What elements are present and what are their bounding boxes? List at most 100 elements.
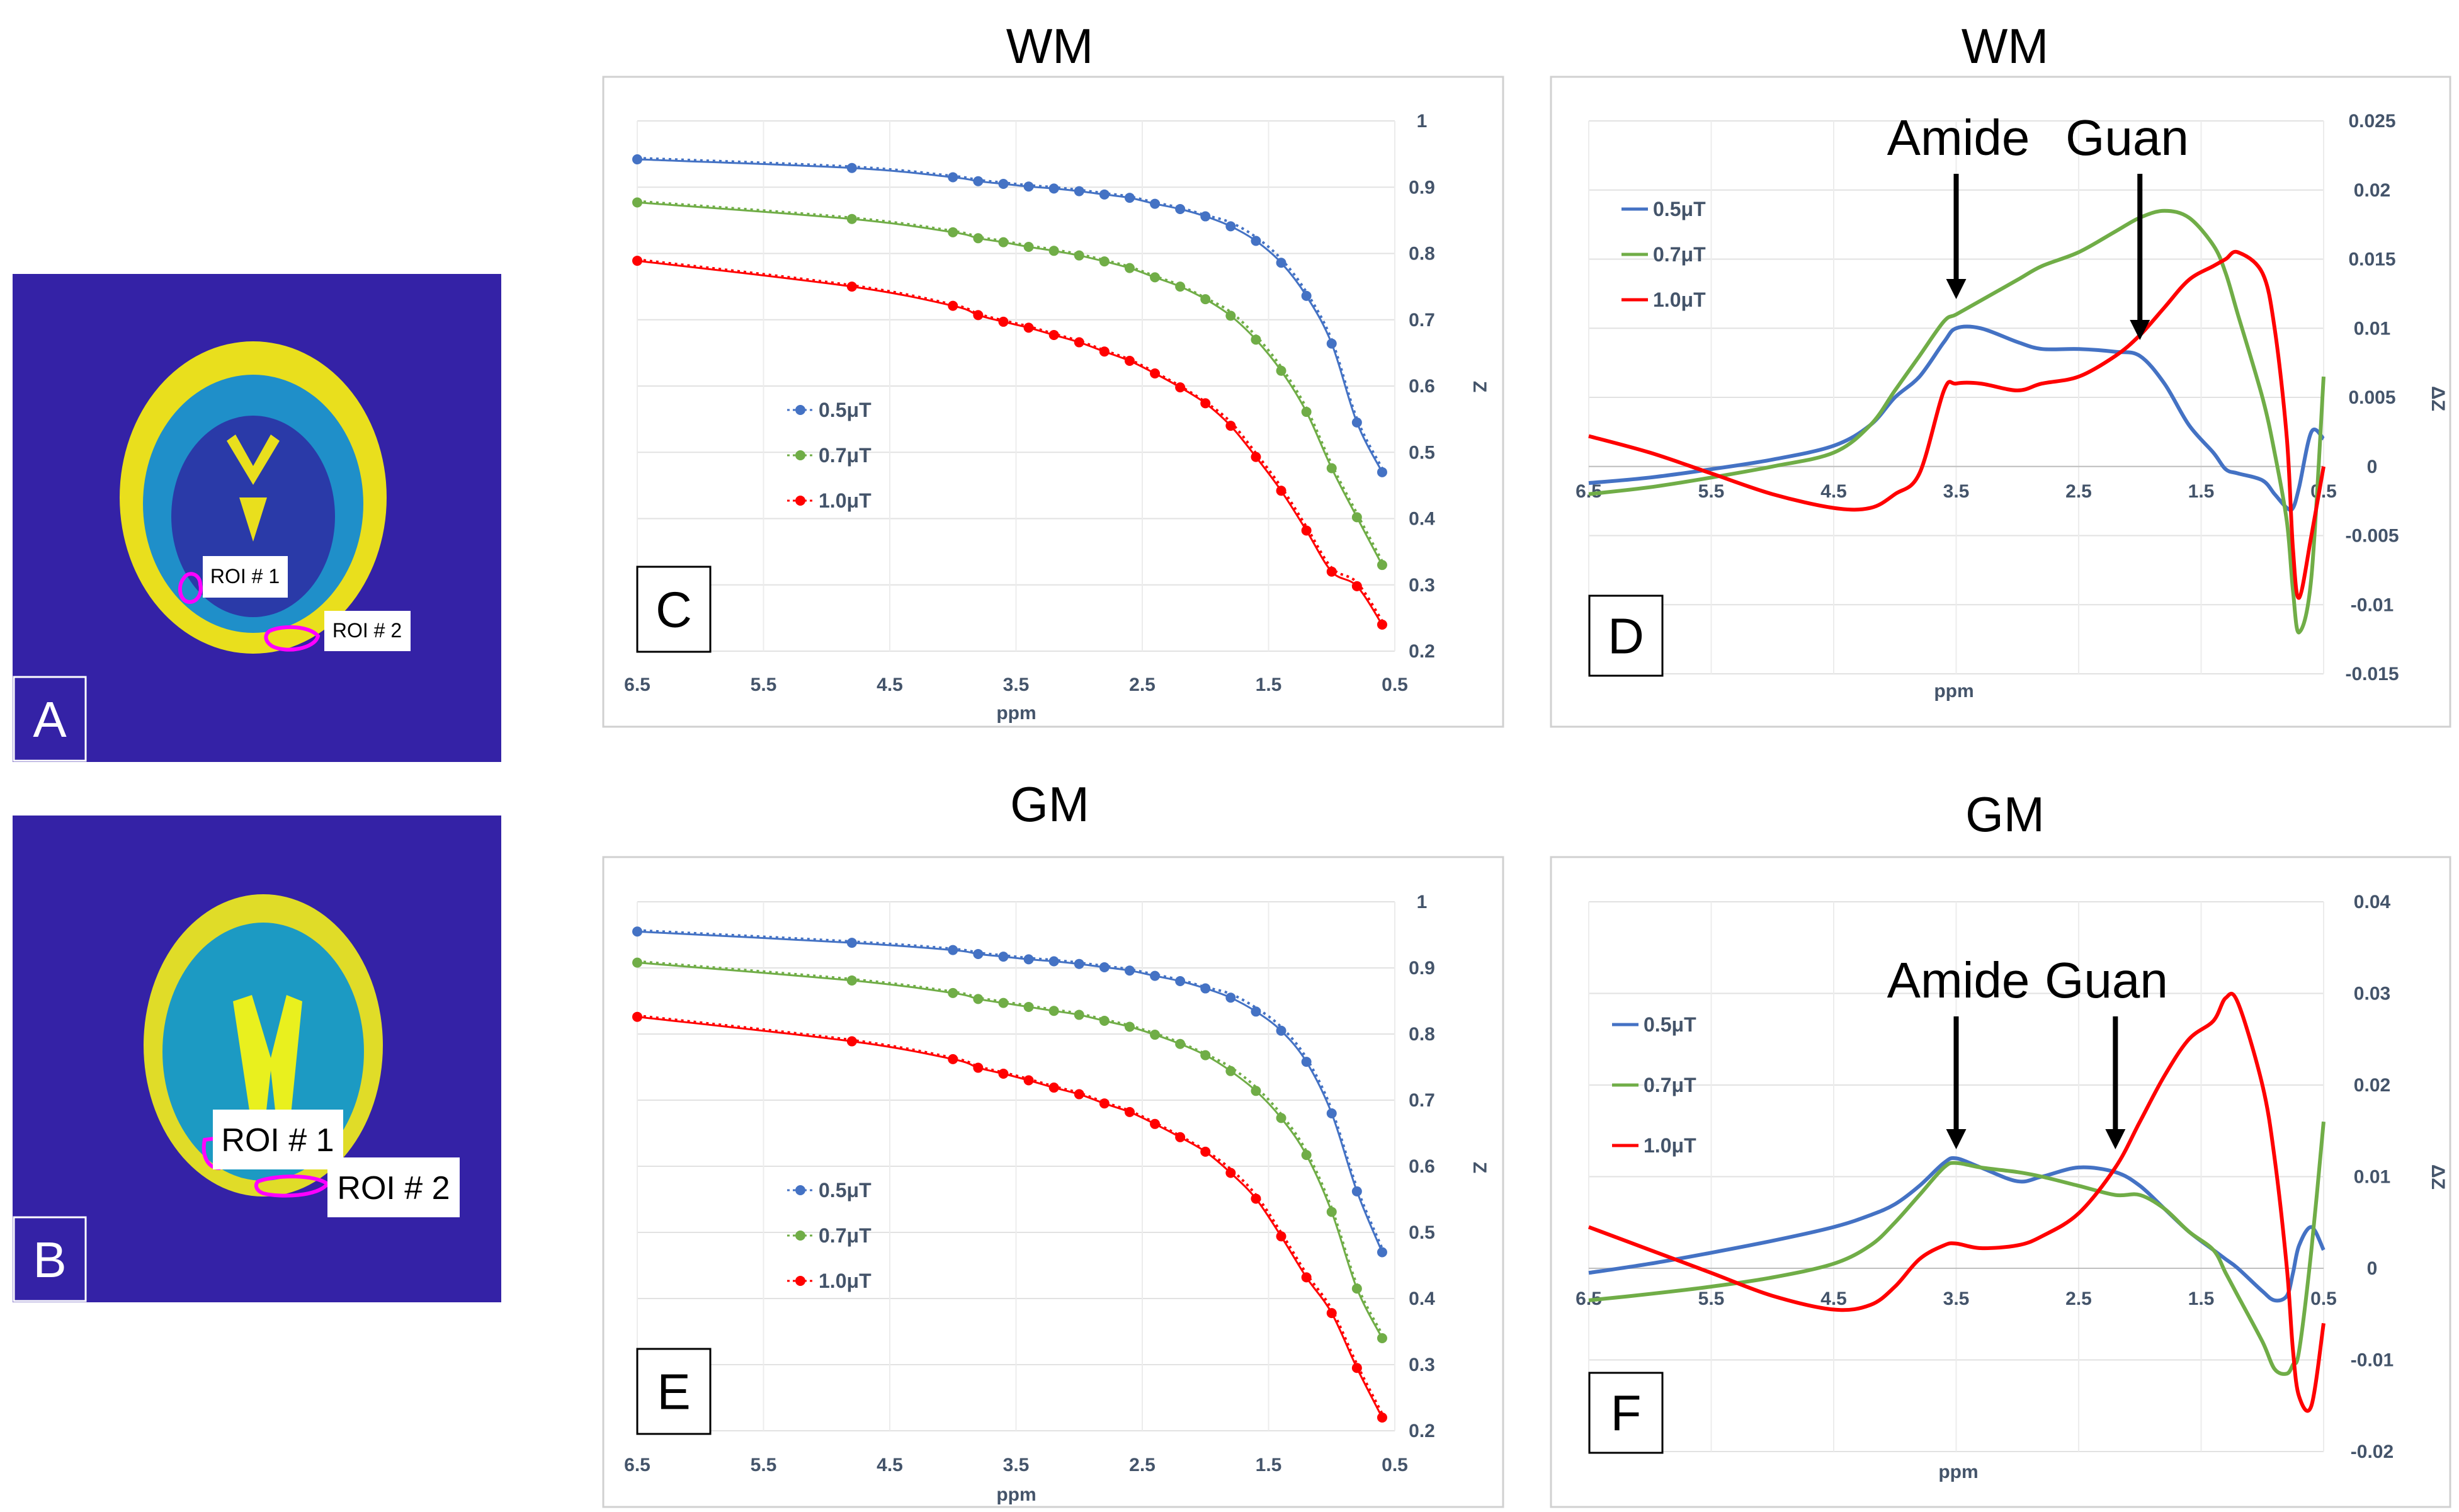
legend-label: 1.0μT [1653, 288, 1706, 311]
data-point [1099, 962, 1110, 972]
x-axis-label: ppm [1938, 1462, 1978, 1482]
data-point [1023, 241, 1034, 252]
x-tick-label: 4.5 [877, 1455, 903, 1475]
data-point [1276, 1025, 1286, 1036]
data-point [948, 172, 958, 183]
data-point [1276, 1113, 1286, 1123]
data-point [1351, 1186, 1362, 1197]
legend-label: 0.5μT [1653, 198, 1706, 220]
data-point [1225, 992, 1236, 1003]
y-tick-label: 0.7 [1409, 1090, 1435, 1111]
y-axis-label: Z [1469, 381, 1490, 392]
brain-b-label: B [33, 1232, 66, 1288]
data-point [1074, 958, 1084, 969]
data-point [1150, 970, 1161, 981]
data-point [1200, 1146, 1211, 1157]
data-point [1200, 1050, 1211, 1060]
x-tick-label: 1.5 [2188, 1288, 2215, 1309]
legend-label: 0.7μT [819, 444, 872, 467]
brain-a-roi-1 [178, 572, 203, 604]
data-point [1225, 1168, 1236, 1178]
y-tick-label: 0 [2367, 1258, 2378, 1279]
y-axis-label: Z [1469, 1162, 1490, 1173]
legend-marker [795, 1185, 805, 1195]
series-line-0.5μT [1588, 324, 2326, 513]
chart-c: 1 0.9 0.8 0.7 0.6 0.5 0.4 0.3 0.2 6.5 5.5 4.5 3.5 2.5… [602, 18, 1504, 728]
data-point [1124, 356, 1135, 367]
data-point [1276, 365, 1286, 376]
data-point [1225, 310, 1236, 321]
annotation-arrow-head [2105, 1129, 2126, 1149]
annotation-arrow-head [2130, 320, 2150, 340]
y-tick-label: 0.9 [1409, 177, 1435, 198]
chart-f: 0.040.030.020.010-0.01-0.026.5 5.5 4.5 3.5 2… [1550, 787, 2451, 1508]
data-point [1124, 1021, 1135, 1032]
y-tick-label: 0.04 [2354, 892, 2391, 912]
data-point [1048, 956, 1059, 967]
y-tick-label: 0.5 [1409, 1222, 1435, 1243]
data-point [1074, 186, 1084, 196]
data-point [1150, 1030, 1161, 1040]
data-point [998, 952, 1009, 962]
data-point [973, 176, 984, 186]
series-line-0.7μT [1588, 208, 2326, 635]
y-tick-label: 0.4 [1409, 509, 1435, 530]
annotation-arrow-head [1946, 1129, 1967, 1149]
chart-d: 0.025 0.02 0.015 0.01 0.005 0 -0.005 -0.01 -0.01… [1550, 18, 2451, 728]
data-point [1175, 281, 1186, 292]
data-point [1175, 1132, 1186, 1142]
x-tick-label: 0.5 [2310, 481, 2337, 502]
y-tick-label: 0.02 [2354, 180, 2390, 201]
data-point [948, 1054, 958, 1064]
x-axis-label: ppm [1934, 681, 1973, 702]
data-point [973, 948, 984, 959]
data-point [1023, 322, 1034, 333]
data-point [1074, 337, 1084, 348]
data-point [998, 1069, 1009, 1079]
data-point [1225, 1066, 1236, 1076]
x-axis-label: ppm [996, 1484, 1036, 1505]
x-tick-label: 0.5 [2310, 1288, 2337, 1309]
panel-label: F [1611, 1385, 1642, 1441]
legend-label: 1.0μT [1644, 1134, 1696, 1157]
y-tick-label: 0 [2367, 457, 2378, 477]
data-point [1150, 1118, 1161, 1129]
y-tick-label: -0.01 [2351, 1350, 2394, 1371]
data-point [846, 1036, 857, 1047]
data-point [1251, 334, 1261, 345]
brain-b-label-box [13, 1216, 87, 1302]
data-point [1351, 417, 1362, 428]
data-point [1048, 183, 1059, 194]
x-tick-label: 1.5 [1256, 1455, 1282, 1475]
data-point [1200, 398, 1211, 409]
x-tick-label: 0.5 [1382, 674, 1408, 695]
data-point [1377, 560, 1387, 571]
brain-a-label: A [33, 691, 67, 747]
data-point [1074, 1089, 1084, 1100]
data-point [973, 233, 984, 244]
x-tick-label: 2.5 [2065, 1288, 2092, 1309]
chart-e: 1 0.9 0.8 0.7 0.6 0.5 0.4 0.3 0.2 6.5 5.5 4.5 3.5 2.5… [602, 776, 1504, 1508]
data-point [1099, 189, 1110, 200]
panel-label-box [636, 1348, 712, 1435]
data-point [1175, 976, 1186, 986]
data-point [632, 957, 642, 968]
legend-marker [795, 450, 805, 460]
data-point [1301, 407, 1312, 418]
y-tick-label: 0.8 [1409, 1024, 1435, 1045]
annotation-amide: Amide [1887, 952, 2030, 1008]
x-tick-label: 4.5 [877, 674, 903, 695]
data-point [632, 926, 642, 937]
data-point [846, 162, 857, 173]
data-point [973, 310, 984, 321]
brain-b-roi-2-box [327, 1157, 460, 1217]
brain-a-ventricles [227, 435, 280, 542]
data-point [1326, 338, 1337, 349]
panel-label: C [656, 582, 692, 638]
chart-frame [1550, 76, 2451, 728]
data-point [1377, 619, 1387, 630]
legend-label: 0.5μT [819, 1179, 872, 1202]
data-point [1326, 1308, 1337, 1319]
data-point [998, 178, 1009, 189]
